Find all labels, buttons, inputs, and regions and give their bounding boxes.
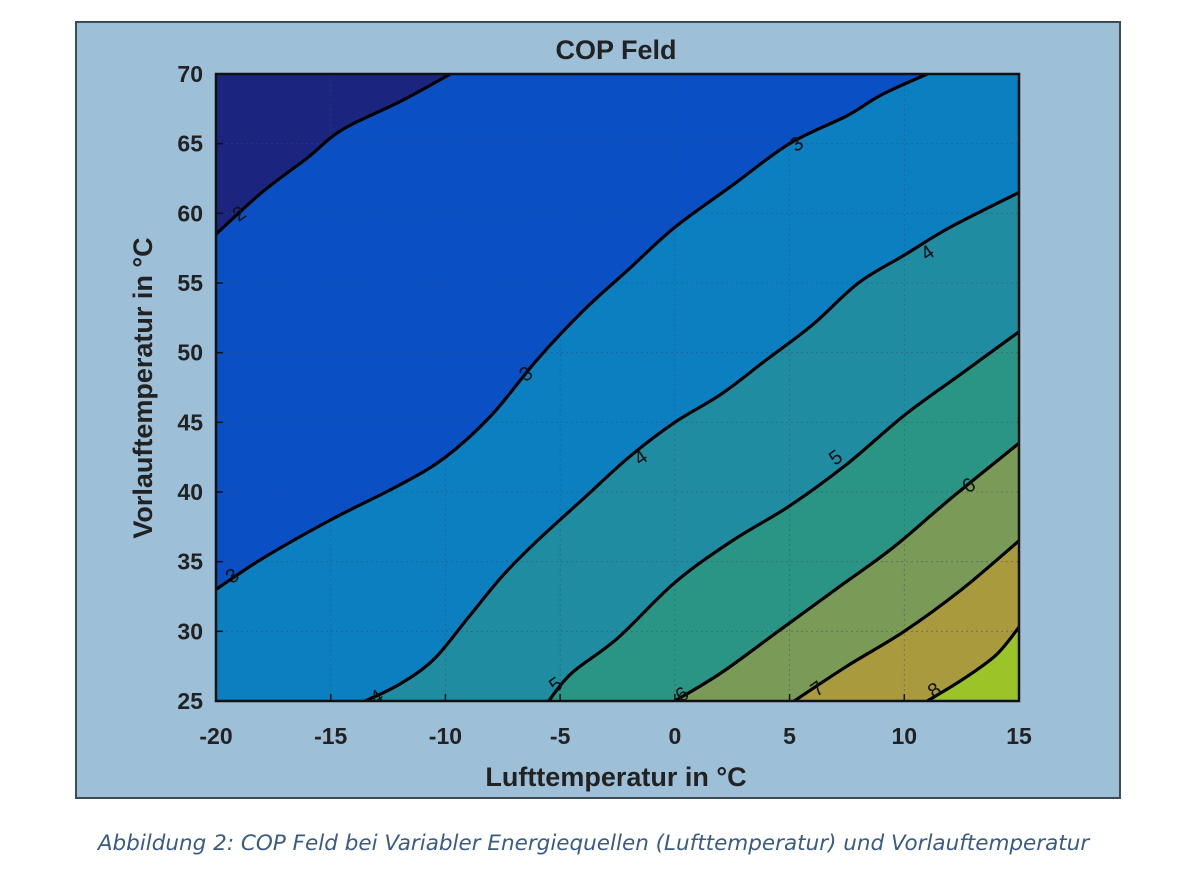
contour-line-3 <box>216 74 928 591</box>
y-tick-label: 50 <box>177 340 203 366</box>
y-tick-label: 30 <box>177 618 203 644</box>
y-axis-label: Vorlauftemperatur in °C <box>128 237 158 538</box>
y-tick-label: 25 <box>177 688 203 714</box>
contour-line-5 <box>547 330 1019 701</box>
figure-caption: Abbildung 2: COP Feld bei Variabler Ener… <box>97 831 1090 856</box>
x-tick-label: 0 <box>668 723 681 749</box>
contour-line-4 <box>364 191 1019 701</box>
y-tick-label: 40 <box>177 479 203 505</box>
x-tick-label: 10 <box>891 723 917 749</box>
y-tick-label: 55 <box>177 270 203 296</box>
x-tick-label: -5 <box>550 723 571 749</box>
axes-box <box>214 72 1021 703</box>
chart-title: COP Feld <box>555 35 676 65</box>
contour-band-above-7 <box>794 540 1019 701</box>
x-tick-label: -15 <box>314 723 347 749</box>
y-tick-label: 65 <box>177 131 203 157</box>
x-tick-label: 5 <box>783 723 796 749</box>
contour-line-2 <box>216 74 453 236</box>
x-axis-label: Lufttemperatur in °C <box>485 762 746 792</box>
contour-line-8 <box>926 626 1019 701</box>
x-tick-label: -20 <box>199 723 232 749</box>
x-tick-labels: -20 -15 -10 -5 0 5 10 15 <box>199 723 1032 749</box>
x-tick-label: 15 <box>1006 723 1032 749</box>
grid-lines <box>216 74 1019 701</box>
contour-band-above-8 <box>927 627 1019 701</box>
y-tick-labels: 25 30 35 40 45 50 55 60 65 70 <box>177 61 203 714</box>
x-tick-label: -10 <box>429 723 462 749</box>
y-tick-label: 35 <box>177 549 203 575</box>
y-tick-label: 70 <box>177 61 203 87</box>
contour-lines <box>216 74 1019 701</box>
y-tick-label: 45 <box>177 409 203 435</box>
contour-line-6 <box>674 441 1019 701</box>
y-tick-label: 60 <box>177 200 203 226</box>
contour-line-7 <box>793 539 1019 701</box>
